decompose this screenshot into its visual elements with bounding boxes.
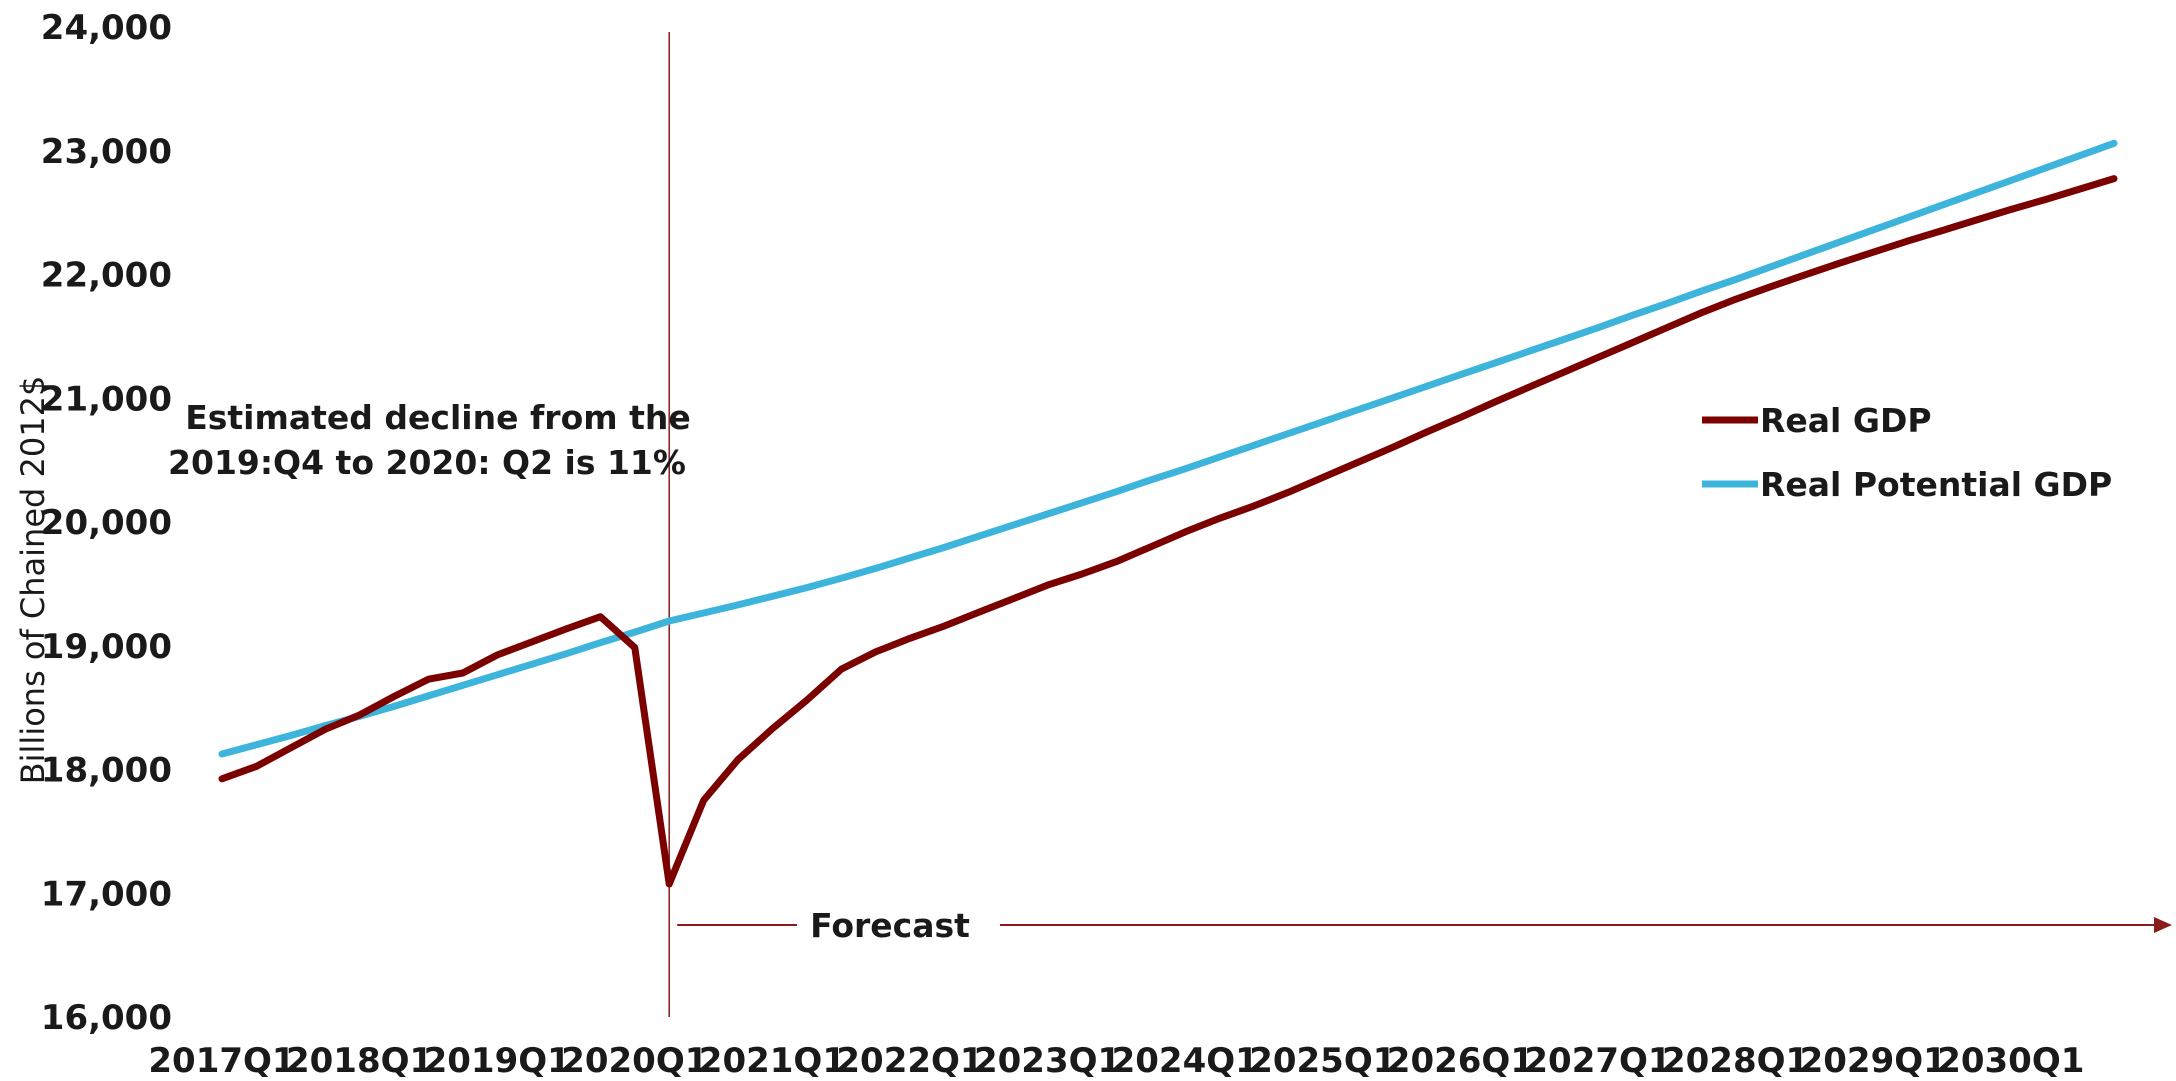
x-tick-label: 2020Q1 xyxy=(561,1041,708,1081)
y-tick-label: 19,000 xyxy=(41,627,172,667)
x-tick-label: 2019Q1 xyxy=(424,1041,571,1081)
y-tick-label: 17,000 xyxy=(41,874,172,914)
series-line-real-potential-gdp xyxy=(218,139,2118,758)
x-tick-label: 2027Q1 xyxy=(1524,1041,1671,1081)
y-tick-label: 22,000 xyxy=(41,256,172,296)
y-tick-label: 23,000 xyxy=(41,132,172,172)
y-tick-label: 20,000 xyxy=(41,503,172,543)
x-tick-label: 2017Q1 xyxy=(148,1041,295,1081)
forecast-arrowhead xyxy=(2154,917,2172,933)
legend-label-real-gdp: Real GDP xyxy=(1760,401,1932,440)
y-tick-label: 24,000 xyxy=(41,8,172,48)
x-tick-label: 2029Q1 xyxy=(1800,1041,1947,1081)
y-axis-label: Billions of Chained 2012$ xyxy=(14,376,52,785)
forecast-label: Forecast xyxy=(810,906,970,945)
annotation-line-1: Estimated decline from the xyxy=(185,398,691,437)
x-tick-label: 2024Q1 xyxy=(1112,1041,1259,1081)
series-line-real-gdp xyxy=(218,175,2118,888)
x-tick-label: 2025Q1 xyxy=(1249,1041,1396,1081)
legend-label-real-potential-gdp: Real Potential GDP xyxy=(1760,465,2112,504)
x-axis-ticks: 2017Q12018Q12019Q12020Q12021Q12022Q12023… xyxy=(148,1041,2084,1081)
x-tick-label: 2030Q1 xyxy=(1937,1041,2084,1081)
y-tick-label: 21,000 xyxy=(41,379,172,419)
x-tick-label: 2026Q1 xyxy=(1387,1041,1534,1081)
x-tick-label: 2023Q1 xyxy=(974,1041,1121,1081)
y-tick-label: 18,000 xyxy=(41,751,172,791)
annotation-line-2: 2019:Q4 to 2020: Q2 is 11% xyxy=(168,443,686,482)
x-tick-label: 2028Q1 xyxy=(1662,1041,1809,1081)
legend: Real GDP Real Potential GDP xyxy=(1702,401,2112,504)
x-tick-label: 2022Q1 xyxy=(836,1041,983,1081)
y-axis-ticks: 16,000 17,000 18,000 19,000 20,000 21,000 22,0… xyxy=(41,8,172,1038)
x-tick-label: 2021Q1 xyxy=(699,1041,846,1081)
x-tick-label: 2018Q1 xyxy=(286,1041,433,1081)
y-tick-label: 16,000 xyxy=(41,998,172,1038)
